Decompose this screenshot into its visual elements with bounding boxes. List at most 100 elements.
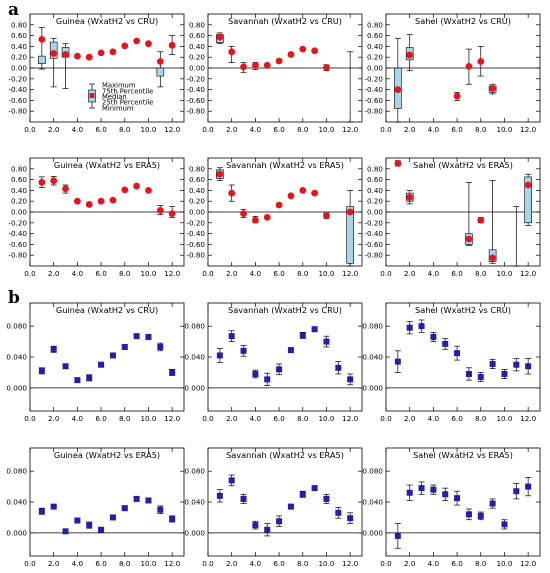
y-tick-label: 0.000	[6, 528, 27, 537]
x-tick-label: 0.0	[24, 559, 36, 568]
panel-title: Guinea (WxatH2 vs ERA5)	[54, 160, 160, 170]
y-tick-label: 0.080	[184, 467, 205, 476]
median-point	[109, 352, 116, 359]
chart-panel-5: Savannah (WxatH2 vs ERA5) 0.80 0.60 0.40 0.2…	[186, 157, 363, 278]
median-point	[323, 495, 330, 502]
y-tick-label: 0.000	[6, 383, 27, 392]
median-point	[276, 518, 283, 525]
x-tick-label: 4.0	[250, 414, 262, 423]
chart-panel-1: Guinea (WxatH2 vs CRU) 0.80 0.60 0.40 0.20 0.…	[8, 13, 185, 134]
median-point	[323, 338, 330, 345]
x-tick-label: 8.0	[475, 414, 487, 423]
y-tick-label: 0.040	[6, 353, 27, 362]
legend-entry: Maximum	[102, 82, 136, 90]
median-point	[38, 508, 45, 515]
x-tick-label: 8.0	[297, 269, 309, 278]
y-tick-label: -0.40	[364, 229, 383, 238]
median-point	[347, 515, 354, 522]
x-tick-label: 4.0	[250, 559, 262, 568]
y-tick-label: 0.040	[184, 353, 205, 362]
x-tick-label: 2.0	[226, 559, 238, 568]
x-tick-label: 8.0	[297, 125, 309, 134]
panel-title: Sahel (WxatH2 vs ERA5)	[413, 160, 513, 170]
median-point	[145, 333, 152, 340]
x-tick-label: 8.0	[119, 414, 131, 423]
median-point	[169, 515, 176, 522]
y-tick-label: -0.40	[364, 85, 383, 94]
y-tick-label: 0.080	[362, 322, 383, 331]
median-point	[299, 187, 307, 194]
plot-frame	[29, 447, 185, 557]
median-point	[465, 235, 473, 243]
median-point	[50, 503, 57, 510]
x-tick-label: 12.0	[520, 559, 536, 568]
panel-title: Guinea (WxatH2 vs ERA5)	[54, 450, 160, 460]
y-tick-label: -0.40	[186, 85, 205, 94]
y-tick-label: 0.80	[11, 164, 27, 173]
y-tick-label: -0.40	[8, 229, 27, 238]
median-point	[394, 160, 402, 167]
median-point	[252, 522, 259, 529]
median-point	[50, 177, 58, 185]
median-point	[299, 491, 306, 498]
y-tick-label: 0.60	[11, 175, 27, 184]
median-point	[98, 526, 105, 533]
median-point	[145, 187, 152, 194]
x-tick-label: 2.0	[404, 269, 416, 278]
x-tick-label: 12.0	[164, 414, 180, 423]
median-point	[121, 343, 128, 350]
y-tick-label: 0.000	[362, 528, 383, 537]
median-point	[121, 505, 128, 512]
median-point	[406, 489, 413, 496]
y-tick-label: 0.040	[6, 498, 27, 507]
median-point	[311, 189, 319, 197]
median-point	[251, 216, 259, 224]
x-tick-label: 2.0	[48, 414, 60, 423]
median-point	[145, 40, 152, 48]
median-point	[62, 528, 69, 535]
median-point	[263, 214, 271, 221]
x-tick-label: 2.0	[226, 125, 238, 134]
y-tick-label: 0.080	[6, 322, 27, 331]
x-tick-label: 10.0	[496, 559, 512, 568]
x-tick-label: 2.0	[404, 125, 416, 134]
median-point	[418, 485, 425, 492]
median-point	[406, 51, 414, 59]
legend-entry: Median	[102, 93, 127, 101]
x-tick-label: 8.0	[297, 414, 309, 423]
median-point	[74, 377, 81, 384]
x-tick-label: 6.0	[273, 414, 285, 423]
y-tick-label: -0.20	[186, 218, 205, 227]
y-tick-label: 0.000	[184, 383, 205, 392]
x-tick-label: 12.0	[164, 559, 180, 568]
y-tick-label: -0.60	[364, 240, 383, 249]
figure-label-a: a	[8, 0, 20, 20]
y-tick-label: 0.040	[362, 498, 383, 507]
chart-panel-9: Sahel (WxatH2 vs CRU) 0.080 0.040 0.000 0.0 2…	[362, 302, 541, 423]
x-tick-label: 6.0	[95, 414, 107, 423]
median-point	[97, 197, 105, 205]
x-tick-label: 10.0	[496, 269, 512, 278]
y-tick-label: 0.20	[367, 197, 383, 206]
median-point	[477, 374, 484, 381]
x-tick-label: 12.0	[164, 125, 180, 134]
panel-title: Sahel (WxatH2 vs CRU)	[415, 16, 511, 26]
y-tick-label: 0.00	[189, 208, 205, 217]
x-tick-label: 8.0	[475, 269, 487, 278]
y-tick-label: -0.60	[186, 96, 205, 105]
x-tick-label: 12.0	[342, 269, 358, 278]
median-point	[85, 201, 93, 208]
median-point	[133, 37, 141, 45]
median-point	[442, 491, 449, 498]
median-point	[74, 517, 81, 524]
median-point	[240, 210, 247, 218]
x-tick-label: 6.0	[95, 125, 107, 134]
median-point	[216, 492, 223, 499]
x-tick-label: 12.0	[342, 125, 358, 134]
x-tick-label: 6.0	[273, 559, 285, 568]
median-point	[121, 186, 129, 194]
y-tick-label: -0.80	[8, 107, 27, 116]
x-tick-label: 6.0	[273, 269, 285, 278]
x-tick-label: 4.0	[428, 269, 440, 278]
